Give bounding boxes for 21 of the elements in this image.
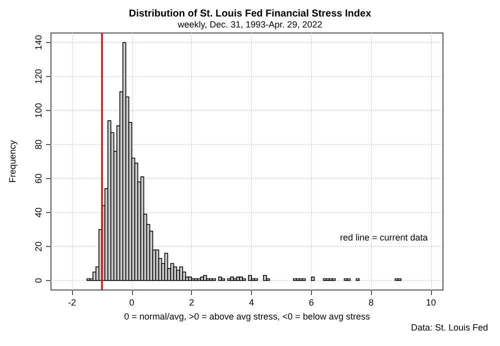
y-tick-label: 120 — [34, 69, 44, 84]
y-tick-label: 80 — [34, 139, 44, 150]
chart-title: Distribution of St. Louis Fed Financial Stress Index — [128, 8, 372, 20]
x-tick-label: 8 — [368, 298, 374, 308]
y-tick-label: 100 — [34, 102, 44, 118]
x-tick-label: -2 — [68, 298, 76, 308]
x-axis-title: 0 = normal/avg, >0 = above avg stress, <0 = below avg stress — [124, 312, 370, 322]
annotation: red line = current data — [340, 232, 428, 242]
x-tick-label: 2 — [189, 298, 194, 308]
y-tick-label: 20 — [34, 241, 44, 252]
y-tick-label: 40 — [34, 207, 44, 218]
y-axis-title: Frequency — [8, 140, 18, 183]
y-tick-label: 0 — [34, 278, 44, 283]
x-tick-label: 10 — [426, 298, 436, 308]
y-tick-label: 140 — [34, 35, 44, 50]
x-tick-label: 6 — [308, 298, 314, 308]
text: Data: St. Louis Fed — [410, 322, 488, 332]
y-tick-label: 60 — [34, 173, 44, 184]
chart-subtitle: weekly, Dec. 31, 1993-Apr. 29, 2022 — [176, 20, 322, 30]
x-tick-label: 0 — [129, 298, 134, 308]
x-tick-label: 4 — [248, 298, 254, 308]
